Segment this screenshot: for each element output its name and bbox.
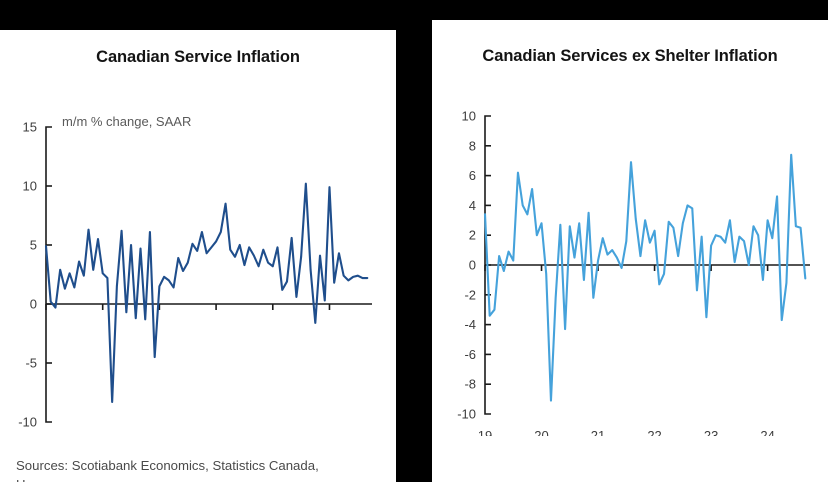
- x-tick-label: 21: [591, 428, 605, 436]
- plot-area-left: -10 -5 0 5 10 15 19 20 21 22 23 24: [0, 67, 396, 437]
- source-line-2: Haver.: [16, 475, 319, 482]
- y-tick-label: 0: [469, 258, 476, 273]
- plot-area-right: -10 -8 -6 -4 -2 0 2 4 6 8 10 19 20 21 22 23 24: [432, 66, 828, 436]
- chart-panel-right: Canadian Services ex Shelter Inflation -…: [432, 20, 828, 482]
- y-axis-spine: [45, 126, 52, 423]
- data-series-line: [44, 182, 369, 403]
- y-tick-label: 5: [30, 238, 37, 253]
- x-tick-label: 24: [322, 436, 336, 437]
- x-tick-label: 20: [95, 436, 109, 437]
- source-note-left: Sources: Scotiabank Economics, Statistic…: [16, 456, 319, 482]
- x-tick-label: 23: [704, 428, 718, 436]
- y-tick-label: -10: [18, 415, 37, 430]
- chart-panel-left: Canadian Service Inflation -10 -5 0 5 10 15 19…: [0, 30, 396, 482]
- y-tick-label: 6: [469, 168, 476, 183]
- y-tick-label: -5: [25, 356, 37, 371]
- y-tick-label: 15: [23, 120, 37, 135]
- y-tick-label: -4: [464, 317, 476, 332]
- x-tick-label: 21: [152, 436, 166, 437]
- x-tick-label: 20: [534, 428, 548, 436]
- chart-title-right: Canadian Services ex Shelter Inflation: [482, 47, 778, 65]
- axis-note-left: m/m % change, SAAR: [62, 114, 192, 129]
- y-tick-label: 0: [30, 297, 37, 312]
- y-tick-label: 4: [469, 198, 476, 213]
- x-tick-label: 23: [266, 436, 280, 437]
- plot-svg-left: -10 -5 0 5 10 15 19 20 21 22 23 24: [18, 120, 372, 437]
- data-series-line: [483, 153, 807, 402]
- y-tick-label: -2: [464, 287, 476, 302]
- source-line-1: Sources: Scotiabank Economics, Statistic…: [16, 458, 319, 473]
- y-tick-label: 10: [462, 109, 476, 124]
- y-tick-label: -10: [457, 407, 476, 422]
- x-tick-label: 22: [209, 436, 223, 437]
- y-tick-label: -8: [464, 377, 476, 392]
- x-tick-label: 19: [478, 428, 492, 436]
- y-tick-label: 8: [469, 138, 476, 153]
- x-tick-label: 22: [647, 428, 661, 436]
- y-tick-label: 2: [469, 228, 476, 243]
- x-tick-label: 24: [760, 428, 774, 436]
- x-tick-label: 19: [39, 436, 53, 437]
- y-tick-label: -6: [464, 347, 476, 362]
- chart-title-left: Canadian Service Inflation: [96, 48, 300, 66]
- y-tick-label: 10: [23, 179, 37, 194]
